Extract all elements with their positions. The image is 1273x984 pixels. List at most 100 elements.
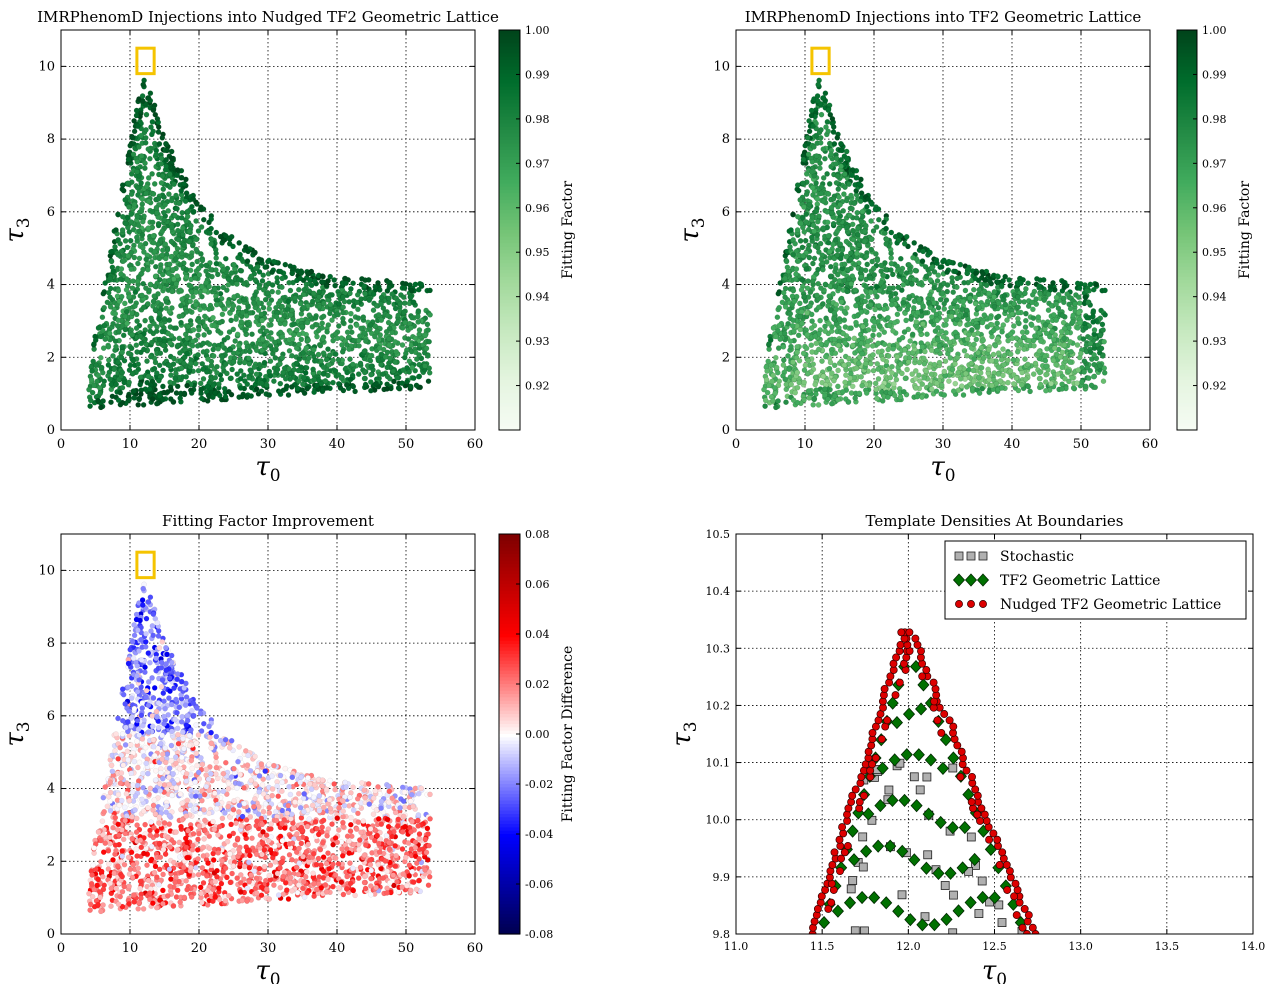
colorbar-tick-label: 0.99 <box>525 68 550 81</box>
scatter-point <box>1004 317 1010 323</box>
scatter-point <box>319 279 326 285</box>
scatter-point <box>402 350 409 357</box>
scatter-point <box>237 368 244 374</box>
scatter-point <box>824 119 831 125</box>
scatter-point <box>370 291 377 298</box>
scatter-point <box>1090 308 1097 314</box>
scatter-point <box>957 261 964 268</box>
scatter-point <box>305 271 311 277</box>
highlight-box <box>135 46 156 76</box>
scatter-point <box>163 156 169 163</box>
scatter-point <box>216 392 223 399</box>
scatter-point <box>347 317 354 324</box>
scatter-point <box>305 337 312 344</box>
scatter-point <box>320 335 326 342</box>
scatter-point <box>312 315 319 321</box>
scatter-point <box>897 394 904 400</box>
scatter-point <box>289 352 295 359</box>
scatter-point <box>168 253 174 260</box>
scatter-point <box>810 123 816 129</box>
scatter-point <box>175 236 182 243</box>
scatter-point <box>841 270 847 277</box>
scatter-point <box>931 269 938 275</box>
scatter-point <box>362 290 368 297</box>
scatter-point <box>228 317 234 324</box>
scatter-point <box>163 305 169 312</box>
scatter-point <box>134 278 141 285</box>
scatter-point <box>184 293 191 300</box>
scatter-point <box>243 312 250 319</box>
scatter-point <box>1097 332 1104 339</box>
scatter-point <box>1011 300 1017 307</box>
scatter-point <box>371 333 378 340</box>
scatter-point <box>384 386 390 392</box>
y-tick-label: 4 <box>47 278 55 293</box>
scatter-point <box>236 240 242 246</box>
scatter-point <box>201 313 208 320</box>
scatter-point <box>183 340 190 347</box>
scatter-point <box>152 283 158 289</box>
scatter-point <box>810 361 817 368</box>
scatter-point <box>845 399 852 405</box>
scatter-point <box>783 258 790 265</box>
chart-title: IMRPhenomD Injections into Nudged TF2 Ge… <box>37 8 499 26</box>
scatter-point <box>147 281 154 288</box>
scatter-point <box>384 349 391 356</box>
scatter-point <box>347 290 353 297</box>
scatter-point <box>94 378 100 385</box>
scatter-point <box>334 311 341 317</box>
scatter-point <box>376 336 382 343</box>
scatter-point <box>90 358 96 365</box>
scatter-point <box>764 368 770 374</box>
scatter-point <box>104 299 111 306</box>
scatter-point <box>210 314 216 321</box>
scatter-point <box>835 383 841 390</box>
scatter-point <box>199 257 206 264</box>
scatter-point <box>795 258 802 265</box>
scatter-point <box>143 256 149 263</box>
scatter-point <box>975 349 981 356</box>
scatter-point <box>166 171 173 177</box>
scatter-point <box>944 269 950 275</box>
scatter-point <box>937 296 944 303</box>
scatter-point <box>87 397 94 404</box>
scatter-point <box>315 351 322 358</box>
scatter-point <box>260 272 267 279</box>
scatter-point <box>180 231 186 238</box>
scatter-point <box>129 310 135 316</box>
scatter-point <box>788 343 794 350</box>
scatter-point <box>384 364 391 371</box>
scatter-point <box>848 256 854 263</box>
scatter-point <box>157 350 164 357</box>
scatter-point <box>178 214 185 221</box>
scatter-point <box>849 167 856 173</box>
scatter-point <box>193 236 200 243</box>
scatter-point <box>252 277 259 283</box>
scatter-point <box>258 380 265 387</box>
scatter-point <box>1059 312 1066 319</box>
scatter-point <box>961 279 967 286</box>
scatter-point <box>160 383 166 390</box>
colorbar-tick-label: 0.92 <box>525 380 550 393</box>
scatter-point <box>824 171 830 177</box>
scatter-point <box>950 289 957 296</box>
scatter-point <box>828 263 834 270</box>
scatter-point <box>297 300 304 307</box>
scatter-point <box>173 256 179 263</box>
x-axis-symbol: τ <box>255 452 270 482</box>
scatter-point <box>928 347 935 354</box>
scatter-point <box>119 349 125 356</box>
scatter-point <box>870 228 877 234</box>
scatter-point <box>935 304 942 311</box>
scatter-point <box>995 350 1002 356</box>
scatter-point <box>319 320 326 327</box>
scatter-point <box>156 276 163 283</box>
scatter-point <box>254 314 260 320</box>
scatter-point <box>98 404 104 411</box>
scatter-point <box>798 286 805 293</box>
scatter-point <box>856 390 863 397</box>
scatter-point <box>881 219 887 226</box>
scatter-point <box>808 311 815 318</box>
scatter-point <box>1081 358 1088 364</box>
scatter-point <box>981 355 987 361</box>
